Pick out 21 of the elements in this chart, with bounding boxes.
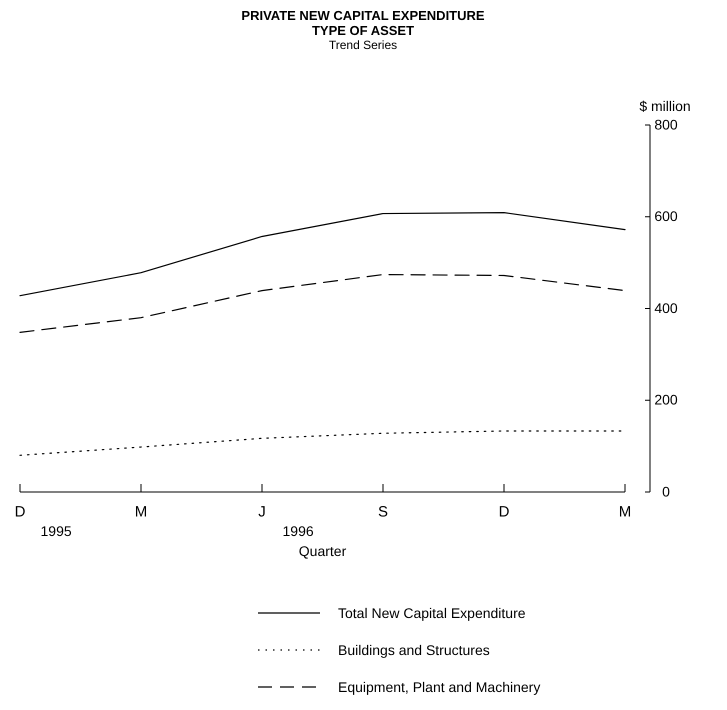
line-series	[19, 212, 626, 296]
legend-label: Buildings and Structures	[338, 642, 490, 658]
x-tick-label: D	[498, 504, 510, 521]
y-tick-label: 0	[662, 483, 670, 500]
text: 1995	[40, 523, 72, 539]
legend-label: Equipment, Plant and Machinery	[338, 679, 540, 695]
chart-subtitle: TYPE OF ASSET Trend Series	[312, 23, 414, 52]
x-tick-label: J	[258, 504, 266, 521]
y-tick-label: 200	[654, 392, 678, 408]
x-tick-label: D	[14, 504, 26, 521]
x-tick-label: M	[618, 504, 632, 521]
y-tick-label: 400	[654, 300, 678, 316]
y-tick-label: 800	[654, 116, 678, 132]
text: 1996	[282, 523, 314, 539]
y-tick-label: 600	[654, 208, 678, 224]
y-axis-title: $ million	[639, 98, 691, 114]
x-tick-label: S	[378, 504, 388, 521]
x-axis-title: Quarter	[298, 543, 347, 559]
legend-label: Total New Capital Expenditure	[338, 605, 526, 621]
x-tick-label: M	[134, 504, 148, 521]
chart-title: PRIVATE NEW CAPITAL EXPENDITURE	[241, 8, 485, 23]
